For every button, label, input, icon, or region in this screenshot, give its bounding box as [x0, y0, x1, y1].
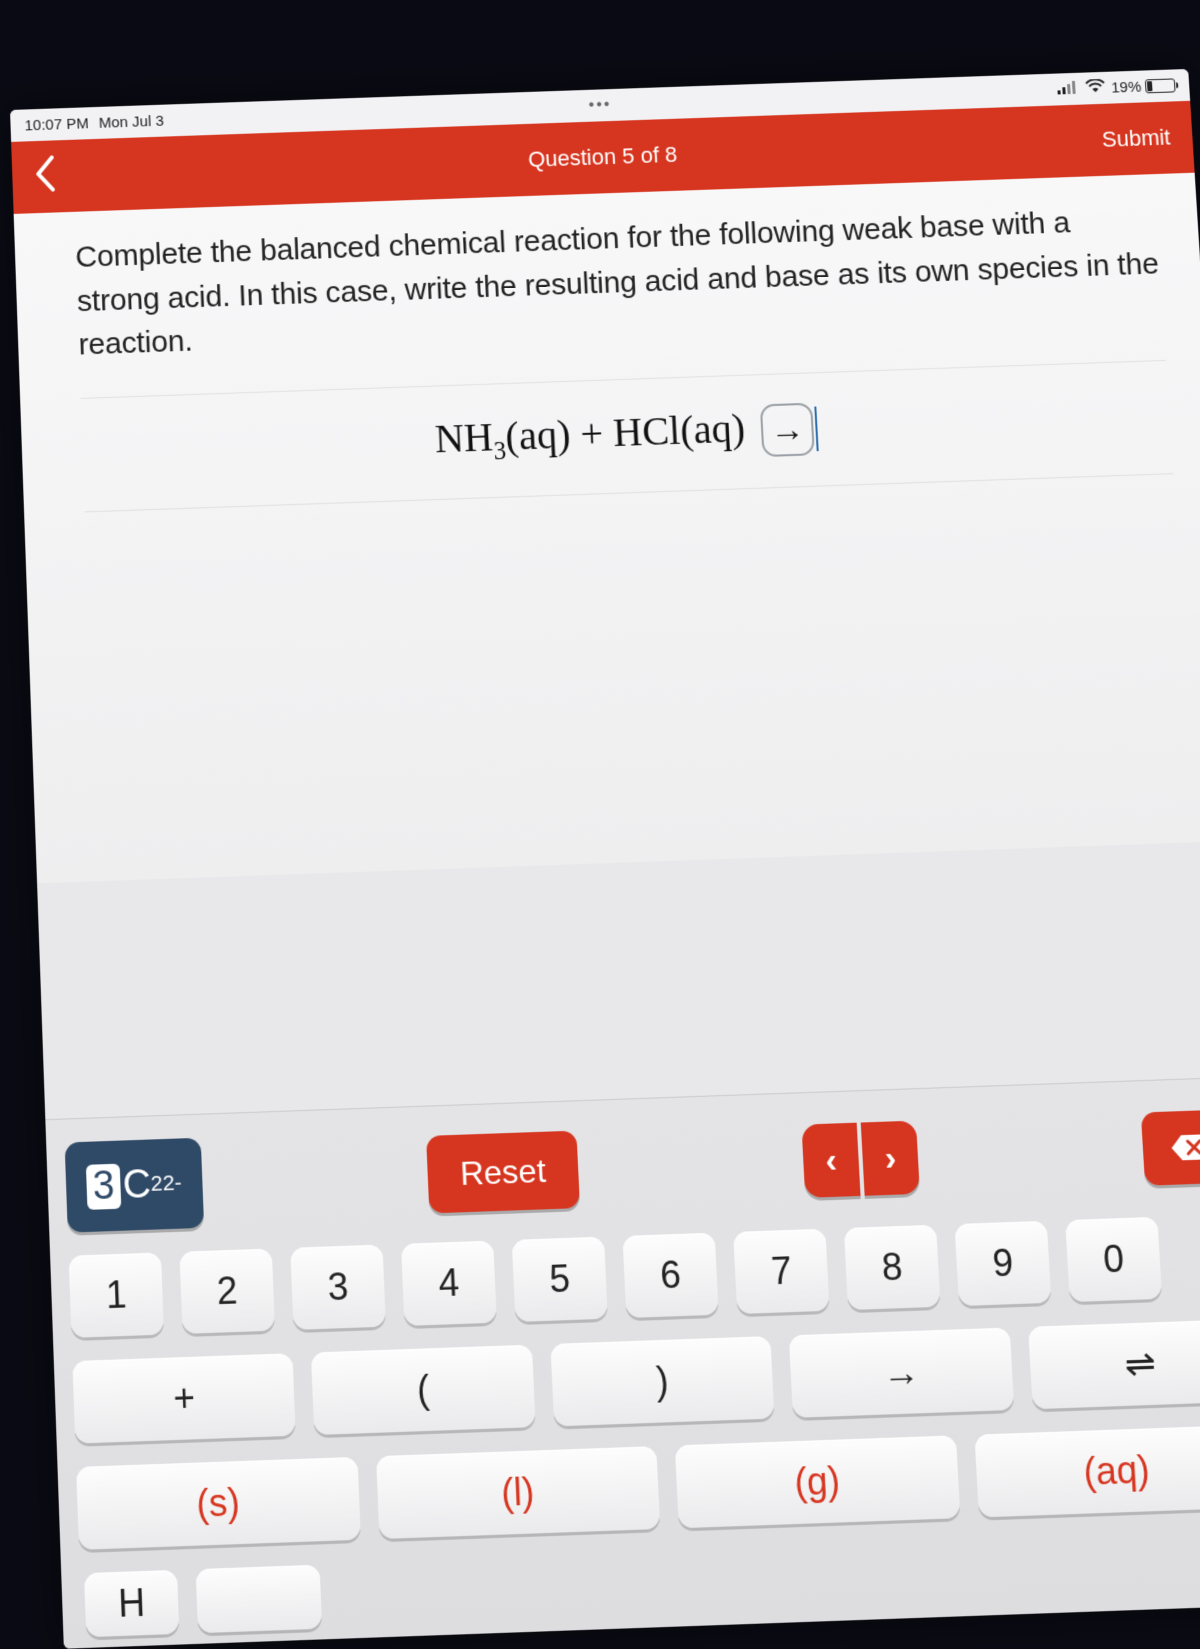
key-7[interactable]: 7: [733, 1229, 830, 1314]
key-state-aqueous[interactable]: (aq): [974, 1425, 1200, 1518]
question-content: Complete the balanced chemical reaction …: [14, 173, 1200, 884]
status-time: 10:07 PM: [24, 115, 89, 134]
battery-percent: 19%: [1111, 78, 1142, 96]
key-element-h[interactable]: H: [84, 1570, 179, 1637]
key-state-solid[interactable]: (s): [76, 1457, 360, 1550]
key-4[interactable]: 4: [401, 1241, 497, 1326]
key-state-gas[interactable]: (g): [675, 1435, 960, 1528]
multitask-dots-icon[interactable]: •••: [588, 96, 612, 115]
cursor-right-button[interactable]: ›: [861, 1121, 920, 1196]
key-forward-arrow[interactable]: →: [789, 1328, 1014, 1418]
backspace-button[interactable]: [1141, 1109, 1200, 1186]
equation-text: NH3(aq) + HCl(aq): [434, 405, 746, 461]
key-state-liquid[interactable]: (l): [375, 1446, 660, 1539]
cellular-signal-icon: [1057, 80, 1080, 99]
status-date: Mon Jul 3: [98, 112, 164, 131]
key-8[interactable]: 8: [844, 1225, 941, 1310]
reset-button[interactable]: Reset: [426, 1131, 581, 1214]
key-2[interactable]: 2: [179, 1249, 275, 1334]
key-5[interactable]: 5: [512, 1237, 608, 1322]
tablet-screen: 10:07 PM Mon Jul 3 ••• 19% Question 5 of…: [10, 69, 1200, 1649]
key-0[interactable]: 0: [1065, 1217, 1162, 1302]
back-button[interactable]: [34, 155, 58, 199]
question-prompt: Complete the balanced chemical reaction …: [75, 198, 1165, 367]
wifi-icon: [1085, 79, 1106, 98]
element-row-peek: H: [80, 1531, 1200, 1638]
key-plus[interactable]: +: [72, 1353, 296, 1443]
question-counter: Question 5 of 8: [527, 142, 677, 173]
key-6[interactable]: 6: [622, 1233, 718, 1318]
reaction-arrow-token[interactable]: →: [760, 403, 815, 457]
key-9[interactable]: 9: [954, 1221, 1051, 1306]
key-1[interactable]: 1: [69, 1252, 164, 1337]
key-element-partial[interactable]: [196, 1565, 323, 1634]
cursor-left-button[interactable]: ‹: [802, 1123, 861, 1198]
submit-button[interactable]: Submit: [1101, 125, 1171, 153]
key-lparen[interactable]: (: [311, 1345, 535, 1435]
chemistry-keyboard: 3C22- Reset ‹ › 1 2 3 4 5 6 7 8 9 0: [45, 1076, 1200, 1649]
battery-icon: [1145, 78, 1176, 93]
key-rparen[interactable]: ): [550, 1336, 775, 1426]
text-cursor: [814, 407, 818, 452]
format-coefficient-subscript-key[interactable]: 3C22-: [65, 1138, 204, 1233]
cursor-nav: ‹ ›: [802, 1121, 921, 1198]
key-3[interactable]: 3: [290, 1245, 386, 1330]
number-row: 1 2 3 4 5 6 7 8 9 0: [69, 1214, 1200, 1338]
key-equilibrium-arrow[interactable]: ⇌: [1028, 1319, 1200, 1409]
